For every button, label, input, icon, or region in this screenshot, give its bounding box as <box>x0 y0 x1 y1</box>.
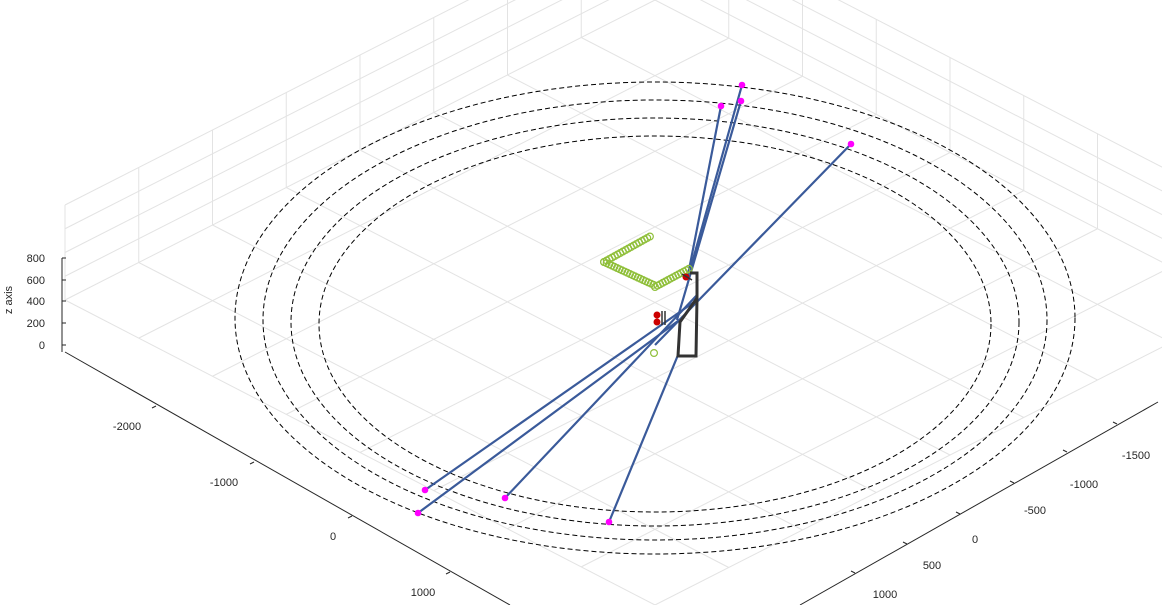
y-tick-label: 500 <box>923 560 941 572</box>
cable-line <box>607 354 680 523</box>
z-tick-label: 200 <box>27 318 45 330</box>
x-tick-label: -1000 <box>210 477 238 489</box>
anchor-point <box>738 81 746 89</box>
y-axis-line <box>799 401 1159 605</box>
cable-line <box>688 84 744 271</box>
dashed-circles <box>234 81 1076 555</box>
platform-frame-line <box>676 271 699 358</box>
wall-grid-line <box>64 0 1162 206</box>
axis-ticks: 800 600 400 200 0 -2000 -1000 0 1000 -1500 -1000 -5… <box>27 253 1159 605</box>
cable-line <box>685 105 723 281</box>
floor-grid-line <box>433 190 1024 492</box>
dashed-circle <box>290 117 1020 527</box>
x-tick-mark <box>151 405 157 409</box>
wall-grid-line <box>64 0 1162 230</box>
y-tick-label: -1000 <box>1070 479 1098 491</box>
x-tick-mark <box>249 461 255 465</box>
anchor-points <box>414 81 855 526</box>
dashed-circle <box>318 135 992 513</box>
trajectory-point <box>649 349 658 358</box>
trajectory-points <box>599 232 693 358</box>
payload-marker <box>653 311 661 319</box>
floor-grid-line <box>581 37 1162 339</box>
y-tick-mark <box>1009 480 1015 484</box>
z-tick-label: 0 <box>39 340 45 352</box>
y-tick-label: 1000 <box>873 589 897 601</box>
y-tick-mark <box>1112 421 1118 425</box>
y-tick-mark <box>850 570 856 574</box>
floor-grid-line <box>581 271 1162 568</box>
y-tick-mark <box>902 541 908 545</box>
wall-grid-line <box>64 0 1162 277</box>
floor-grid-line <box>359 152 951 453</box>
anchor-point <box>414 509 422 517</box>
cable-line <box>504 294 698 499</box>
cable-line <box>675 100 743 321</box>
anchor-point <box>717 102 725 110</box>
plot-grid <box>64 0 1162 605</box>
floor-grid-line <box>433 112 1024 418</box>
payload-marker <box>681 273 693 281</box>
y-tick-label: -1500 <box>1122 450 1150 462</box>
floor-grid-line <box>654 346 1162 605</box>
x-tick-label: 1000 <box>411 587 435 599</box>
z-tick-label: 800 <box>27 253 45 265</box>
z-tick-label: 600 <box>27 275 45 287</box>
x-tick-mark <box>347 515 353 519</box>
x-tick-label: -2000 <box>113 421 141 433</box>
dashed-circle <box>234 81 1076 555</box>
anchor-point <box>847 140 855 148</box>
floor-grid-line <box>507 74 1098 381</box>
anchor-point <box>421 486 429 494</box>
wall-grid-line <box>64 0 1162 253</box>
x-axis-line <box>64 351 511 605</box>
trajectory-point <box>645 232 654 241</box>
y-tick-label: -500 <box>1024 505 1046 517</box>
cable-line <box>417 317 683 514</box>
platform-frame <box>653 271 699 358</box>
anchor-point <box>501 494 509 502</box>
x-tick-label: 0 <box>330 531 336 543</box>
dashed-circle <box>262 99 1048 541</box>
cable-line <box>424 299 698 491</box>
x-tick-mark <box>445 571 451 575</box>
cable-lines <box>417 84 852 523</box>
floor-grid-line <box>507 228 1098 530</box>
y-tick-label: 0 <box>972 534 978 546</box>
anchor-point <box>605 518 613 526</box>
z-axis-label: z axis <box>3 285 15 314</box>
y-tick-mark <box>1062 449 1068 453</box>
y-tick-mark <box>955 511 961 515</box>
anchor-point <box>737 97 745 105</box>
trajectory-point <box>684 264 693 273</box>
payload-marker <box>653 318 661 326</box>
z-tick-label: 400 <box>27 296 45 308</box>
